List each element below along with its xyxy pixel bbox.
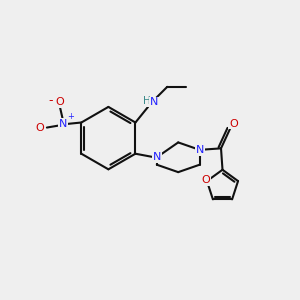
Text: N: N <box>59 119 67 129</box>
Text: +: + <box>67 112 74 121</box>
Text: -: - <box>48 94 53 107</box>
Text: N: N <box>195 145 204 155</box>
Text: O: O <box>229 119 238 129</box>
Text: N: N <box>150 97 158 107</box>
Text: N: N <box>153 152 161 162</box>
Text: O: O <box>202 176 210 185</box>
Text: N: N <box>153 152 161 162</box>
Text: O: O <box>55 97 64 107</box>
Text: H: H <box>142 96 150 106</box>
Text: O: O <box>36 123 44 133</box>
